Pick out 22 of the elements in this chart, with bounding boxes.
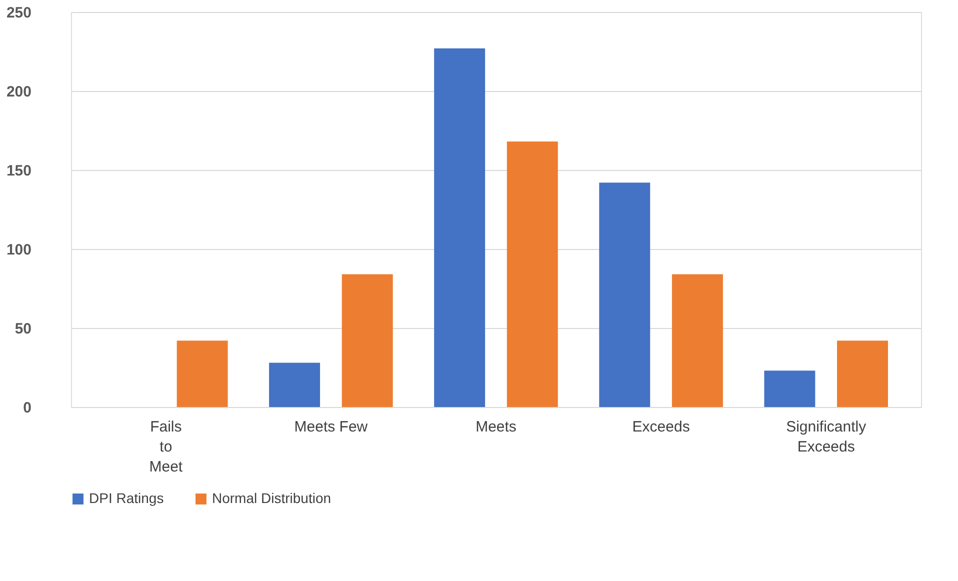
y-tick-label: 100: [6, 242, 32, 258]
x-tick-label: Meets: [476, 418, 516, 436]
legend-label: DPI Ratings: [89, 490, 164, 506]
x-tick-label: Fails to Meet: [149, 418, 184, 476]
y-tick-label: 250: [6, 4, 32, 22]
y-tick-label: 0: [23, 400, 32, 416]
legend-label: Normal Distribution: [212, 490, 332, 506]
x-tick-label: Meets Few: [294, 418, 368, 436]
x-tick-label: Exceeds: [632, 418, 690, 436]
x-tick-label: Significantly Exceeds: [786, 418, 867, 456]
bar: [506, 142, 558, 407]
bar: [269, 362, 320, 407]
bar: [764, 370, 816, 407]
y-tick-label: 150: [6, 162, 32, 180]
bar: [599, 182, 650, 407]
bar: [342, 274, 393, 407]
y-tick-label: 50: [14, 320, 32, 338]
bar: [672, 274, 723, 407]
bar: [176, 340, 228, 407]
bar: [434, 48, 486, 407]
bar: [837, 340, 888, 407]
y-tick-label: 200: [6, 84, 32, 100]
